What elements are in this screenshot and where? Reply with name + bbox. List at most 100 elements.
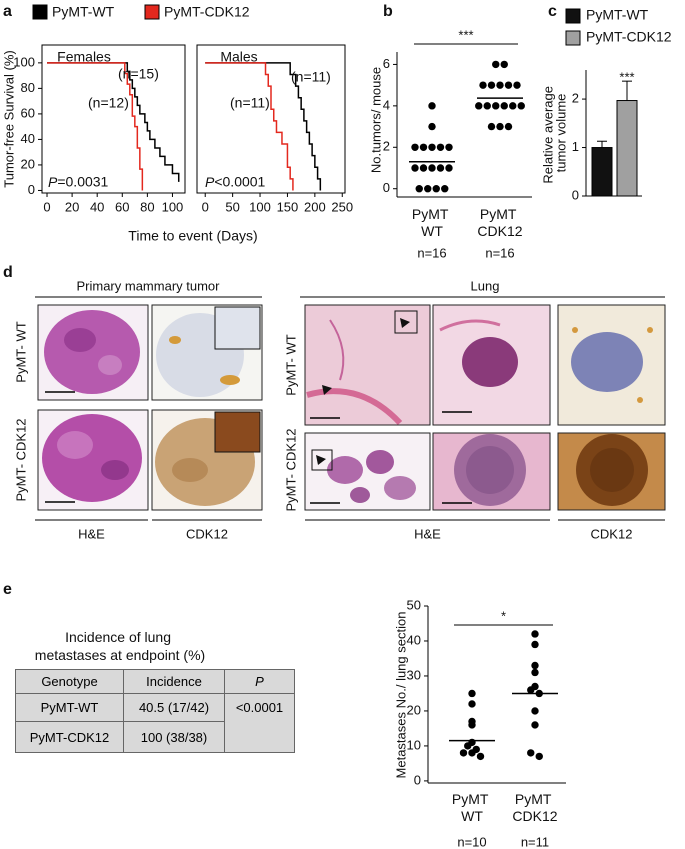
bar <box>616 100 638 197</box>
significance: *** <box>458 27 473 42</box>
row-label: PyMT- CDK12 <box>283 428 298 511</box>
data-point <box>483 102 491 110</box>
survival-curve <box>205 62 322 191</box>
data-point <box>428 164 436 172</box>
section-title: Primary mammary tumor <box>76 278 220 293</box>
italic-symbol: P <box>205 174 215 190</box>
data-point <box>487 122 496 131</box>
row-label: PyMT- CDK12 <box>13 418 28 501</box>
y-tick-label: 0 <box>28 182 35 197</box>
row-label: PyMT- WT <box>283 334 298 395</box>
text-line: WT <box>461 808 483 824</box>
x-tick-label: 0 <box>202 199 209 214</box>
incidence-table: Genotype Incidence P PyMT-WT 40.5 (17/42… <box>15 669 295 753</box>
data-point <box>428 143 436 151</box>
section-title: Lung <box>471 278 500 293</box>
x-tick-label: PyMT CDK12 <box>512 791 557 824</box>
panel-label: a <box>3 3 12 20</box>
data-point <box>531 721 539 729</box>
plot-frame <box>196 44 346 194</box>
y-tick-label: 40 <box>21 131 35 146</box>
x-tick-label: 80 <box>140 199 154 214</box>
x-tick-label: 20 <box>65 199 79 214</box>
tissue-shape <box>42 414 142 502</box>
tissue-shape <box>44 310 140 394</box>
tissue-shape <box>590 448 634 492</box>
data-point <box>419 143 428 151</box>
stain-label: CDK12 <box>186 526 228 541</box>
text-line: CDK12 <box>477 223 522 239</box>
data-point <box>531 640 539 649</box>
stain-label: H&E <box>414 526 441 541</box>
y-tick-label: 4 <box>383 97 390 112</box>
table-cell: <0.0001 <box>224 693 295 753</box>
tissue-shape <box>169 336 181 344</box>
data-point <box>468 689 476 698</box>
legend-swatch <box>144 4 160 20</box>
data-point <box>504 122 513 131</box>
x-axis-label: Time to event (Days) <box>128 228 257 244</box>
tissue-shape <box>466 446 514 494</box>
data-point <box>531 630 539 638</box>
table-header: Genotype <box>15 669 124 694</box>
bar <box>591 147 613 197</box>
tissue-shape <box>637 397 643 403</box>
micrograph <box>305 305 430 425</box>
data-point <box>475 102 483 110</box>
table-row: PyMT-WT 40.5 (17/42) <0.0001 <box>15 693 295 753</box>
x-tick-label: 100 <box>162 199 184 214</box>
text-line: PyMT <box>515 791 555 807</box>
panel-label: b <box>383 3 393 20</box>
group-size: n=16 <box>485 245 514 260</box>
x-tick-label: PyMT CDK12 <box>477 206 522 239</box>
italic-symbol: P <box>48 174 58 190</box>
data-point <box>428 122 436 131</box>
legend-label: PyMT-WT <box>52 4 115 20</box>
y-tick-label: 6 <box>383 56 390 71</box>
y-tick-label: 0 <box>572 187 579 202</box>
data-point <box>476 752 485 761</box>
data-point <box>527 686 535 694</box>
y-tick-label: 10 <box>407 737 421 752</box>
data-point <box>492 60 500 69</box>
data-point <box>531 707 539 715</box>
y-tick-label: 1 <box>572 139 579 154</box>
text-line: PyMT <box>412 206 452 222</box>
table-cell: 40.5 (17/42) <box>123 693 225 722</box>
tissue-shape <box>214 306 261 350</box>
tissue-shape <box>311 449 333 471</box>
y-axis-label: Relative average tumor volume <box>541 82 569 183</box>
panel-label: c <box>548 3 557 20</box>
data-point <box>445 143 453 151</box>
tissue-shape <box>98 355 122 375</box>
tissue-shape <box>57 431 93 459</box>
table-header-row: Genotype Incidence P <box>15 669 295 694</box>
tissue-shape <box>366 450 394 474</box>
data-point <box>411 164 419 172</box>
tissue-shape <box>214 411 261 453</box>
x-tick-label: PyMT WT <box>452 791 492 824</box>
y-tick-label: 60 <box>21 105 35 120</box>
micrograph-frame <box>432 304 551 426</box>
x-tick-label: 250 <box>331 199 353 214</box>
data-point <box>527 749 535 757</box>
x-tick-label: 40 <box>90 199 104 214</box>
tissue-shape <box>306 388 403 426</box>
micrograph-frame <box>432 432 551 511</box>
data-point <box>468 749 476 757</box>
tissue-shape <box>322 385 332 395</box>
y-tick-label: 50 <box>407 597 421 612</box>
tissue-shape <box>400 318 410 328</box>
tissue-shape <box>172 458 208 482</box>
chart-subtitle: Females <box>57 49 111 65</box>
micrograph-frame <box>151 304 263 401</box>
chart-subtitle: Males <box>220 49 257 65</box>
y-tick-label: 20 <box>407 702 421 717</box>
data-point <box>500 60 508 69</box>
tissue-shape <box>394 310 418 334</box>
text-line: tumor volume <box>554 94 569 173</box>
table-row: PyMT-CDK12 100 (38/38) <box>15 721 295 753</box>
data-point <box>487 81 496 89</box>
group-size: n=10 <box>457 834 486 849</box>
